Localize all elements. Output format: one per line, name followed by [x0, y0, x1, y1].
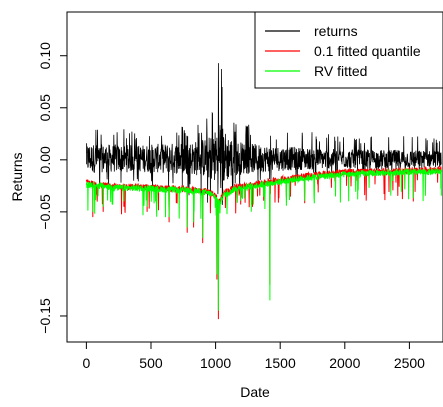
- y-tick-label: 0.00: [37, 146, 53, 173]
- legend: returns 0.1 fitted quantile RV fitted: [254, 11, 443, 89]
- y-tick-label: 0.10: [37, 42, 53, 69]
- x-axis-label: Date: [240, 384, 270, 400]
- x-tick-label: 2000: [329, 355, 360, 371]
- y-axis-label: Returns: [9, 152, 25, 201]
- series-rv-fitted: [85, 167, 442, 311]
- x-tick-label: 0: [82, 355, 90, 371]
- x-axis: 0 500 1000 1500 2000 2500: [82, 341, 425, 371]
- y-axis: −0.15 −0.05 0.00 0.05 0.10: [37, 42, 68, 334]
- x-tick-label: 2500: [394, 355, 425, 371]
- x-tick-label: 1000: [200, 355, 231, 371]
- y-tick-label: 0.05: [37, 94, 53, 121]
- legend-label-returns: returns: [314, 23, 358, 39]
- legend-box: [254, 11, 443, 89]
- legend-label-rv: RV fitted: [314, 63, 367, 79]
- y-tick-label: −0.15: [37, 298, 53, 334]
- x-tick-label: 500: [139, 355, 163, 371]
- series-fitted-quantile: [85, 166, 442, 320]
- series-layer: [85, 63, 442, 320]
- x-tick-label: 1500: [265, 355, 296, 371]
- series-returns: [86, 63, 442, 206]
- legend-label-quantile: 0.1 fitted quantile: [314, 43, 421, 59]
- y-tick-label: −0.05: [37, 194, 53, 230]
